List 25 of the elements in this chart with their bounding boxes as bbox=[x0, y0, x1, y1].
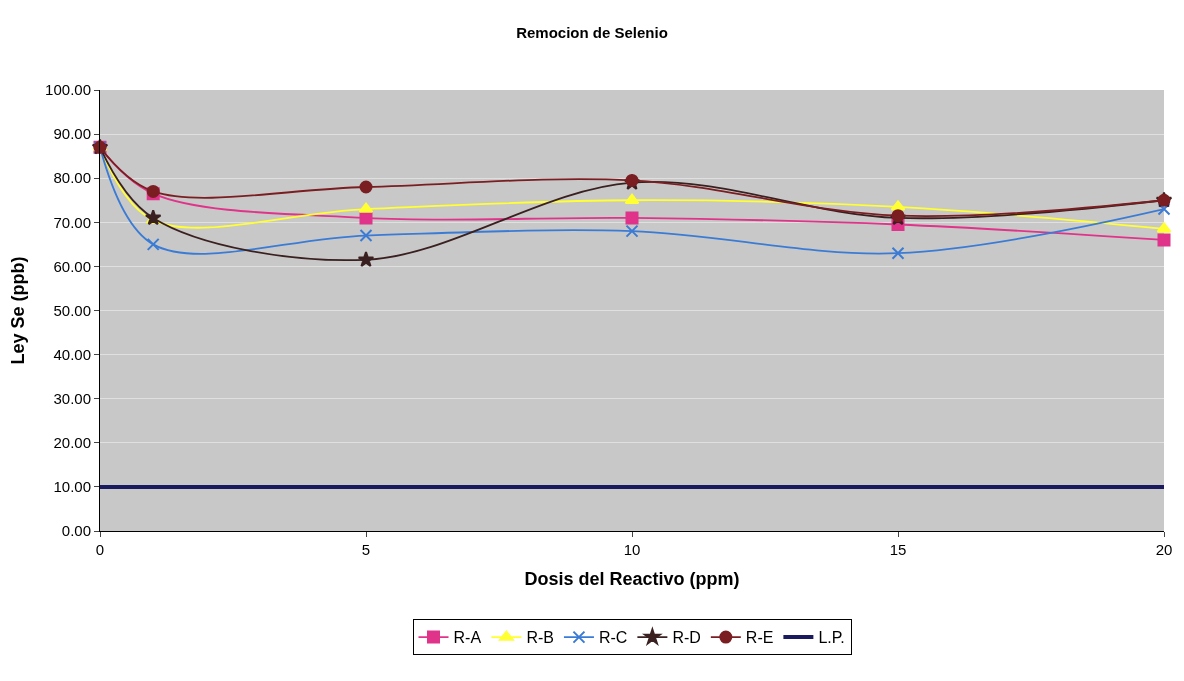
y-tick-label: 30.00 bbox=[53, 389, 91, 407]
x-tick-label: 0 bbox=[95, 541, 105, 558]
x-tick-label: 20 bbox=[1155, 541, 1173, 558]
legend-label: R-D bbox=[672, 629, 701, 647]
y-tick-label: 10.00 bbox=[53, 478, 91, 496]
y-tick-label: 20.00 bbox=[53, 434, 91, 452]
y-tick-label: 70.00 bbox=[53, 213, 91, 231]
x-tick-label: 15 bbox=[889, 541, 907, 558]
legend-label: R-C bbox=[598, 629, 628, 647]
y-tick-label: 0.00 bbox=[61, 522, 91, 540]
x-tick-label: 10 bbox=[623, 541, 641, 558]
x-tick-label: 5 bbox=[361, 541, 371, 558]
y-tick-label: 40.00 bbox=[53, 345, 91, 363]
legend-label: R-E bbox=[745, 629, 774, 647]
legend-label: L.P. bbox=[818, 629, 845, 647]
chart-title: Remocion de Selenio bbox=[516, 23, 668, 41]
y-tick-label: 50.00 bbox=[53, 301, 91, 319]
y-tick-label: 60.00 bbox=[53, 257, 91, 275]
y-axis-title: Ley Se (ppb) bbox=[8, 256, 29, 365]
legend-label: R-A bbox=[453, 629, 482, 647]
y-tick-label: 80.00 bbox=[53, 169, 91, 187]
y-tick-label: 90.00 bbox=[53, 125, 91, 143]
legend-label: R-B bbox=[526, 629, 554, 647]
x-axis-title: Dosis del Reactivo (ppm) bbox=[524, 569, 740, 590]
y-tick-label: 100.00 bbox=[45, 81, 91, 99]
